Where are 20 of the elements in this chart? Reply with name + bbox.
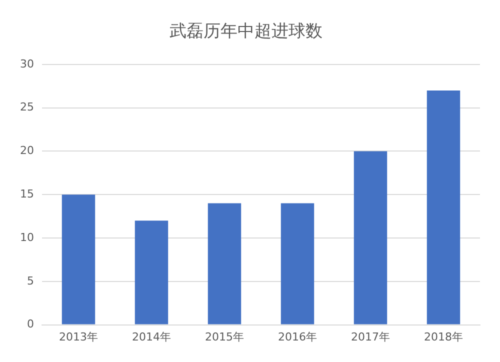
bar — [208, 203, 242, 324]
x-tick-label: 2014年 — [132, 330, 171, 344]
y-tick-label: 15 — [20, 187, 34, 200]
y-tick-label: 20 — [20, 144, 34, 158]
bar — [426, 90, 460, 324]
bar — [354, 151, 388, 324]
y-tick-label: 5 — [26, 274, 34, 288]
bar — [280, 203, 314, 324]
bar — [134, 220, 168, 324]
y-tick-label: 30 — [20, 57, 34, 70]
x-tick-label: 2016年 — [278, 330, 317, 344]
x-tick-label: 2015年 — [205, 330, 244, 344]
bar — [62, 194, 96, 324]
y-tick-label: 0 — [26, 318, 34, 331]
x-tick-label: 2017年 — [351, 330, 390, 344]
y-tick-label: 10 — [20, 230, 34, 244]
x-tick-label: 2013年 — [58, 330, 98, 344]
y-tick-label: 25 — [20, 100, 34, 114]
chart-title: 武磊历年中超进球数 — [170, 22, 322, 42]
x-tick-label: 2018年 — [424, 330, 463, 344]
